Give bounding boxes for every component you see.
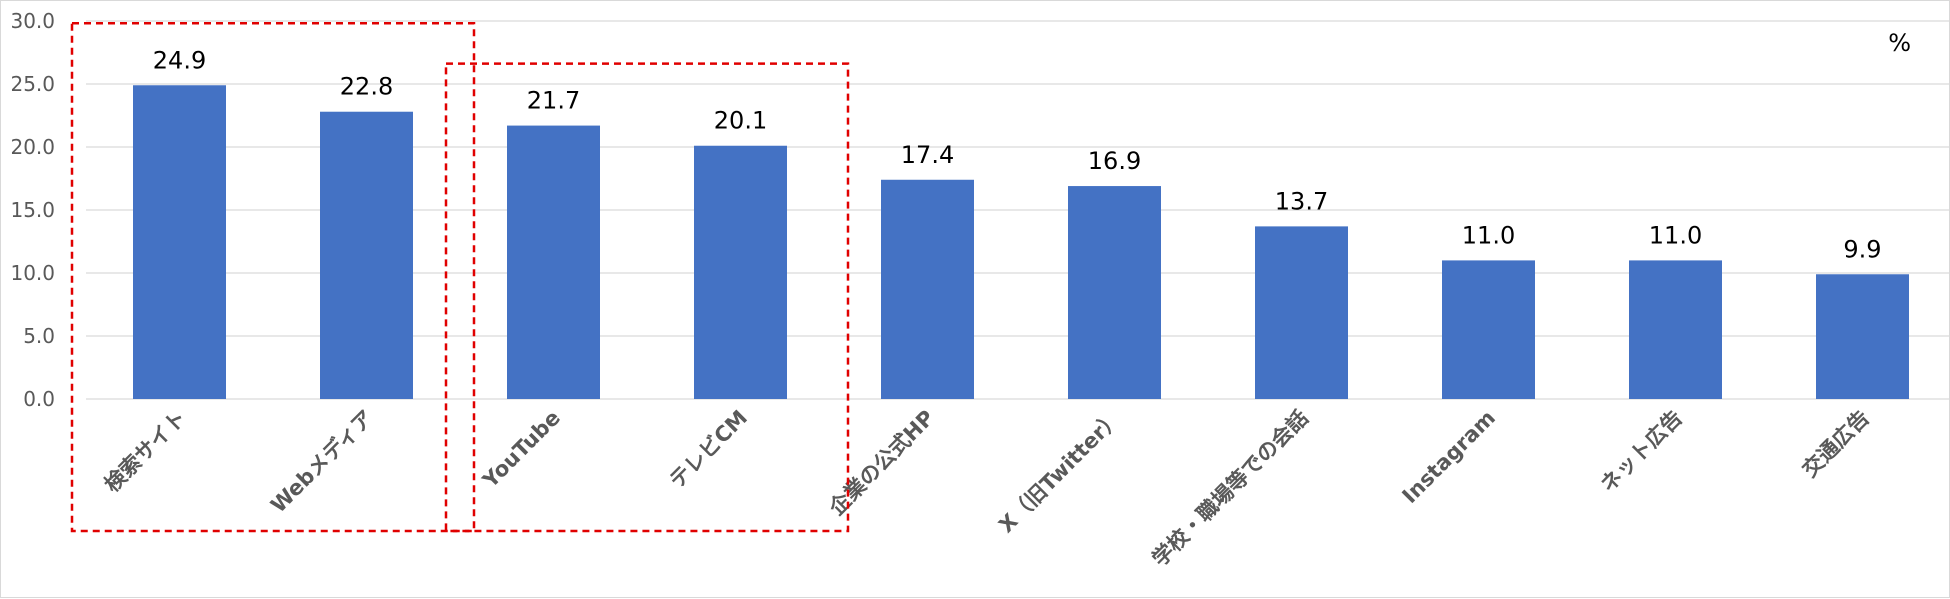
category-label: 交通広告: [1798, 406, 1874, 482]
data-label: 16.9: [1088, 147, 1141, 175]
data-label: 11.0: [1649, 221, 1702, 249]
category-label: Instagram: [1398, 406, 1500, 508]
highlight-boxes: [70, 22, 850, 533]
bar: [1068, 186, 1161, 399]
y-tick-label: 0.0: [23, 387, 55, 411]
data-label: 22.8: [340, 73, 393, 101]
data-label: 11.0: [1462, 221, 1515, 249]
y-tick-label: 10.0: [10, 261, 55, 285]
y-tick-label: 5.0: [23, 324, 55, 348]
data-label: 17.4: [901, 141, 954, 169]
category-label: 検索サイト: [100, 406, 191, 497]
data-label: 21.7: [527, 87, 580, 115]
y-axis-tick-labels: 0.0 5.0 10.0 15.0 20.0 25.0 30.0: [10, 9, 55, 411]
category-label: X（旧Twitter）: [994, 406, 1126, 538]
data-label: 20.1: [714, 107, 767, 135]
bar: [1442, 260, 1535, 399]
bar: [1629, 260, 1722, 399]
data-label: 9.9: [1843, 235, 1881, 263]
bar: [507, 125, 600, 399]
data-label: 13.7: [1275, 187, 1328, 215]
y-tick-label: 20.0: [10, 135, 55, 159]
bar: [881, 179, 974, 399]
y-tick-label: 15.0: [10, 198, 55, 222]
bars: [133, 85, 1909, 399]
y-tick-label: 30.0: [10, 9, 55, 33]
bar: [1255, 226, 1348, 399]
bar: [133, 85, 226, 399]
category-label: Webメディア: [266, 406, 378, 518]
data-labels: 24.9 22.8 21.7 20.1 17.4 16.9 13.7 11.0 11.0 9.9: [153, 46, 1882, 263]
category-labels: 検索サイト Webメディア YouTube テレビCM 企業の公式HP X（旧Twitte…: [100, 406, 1874, 571]
unit-label: %: [1888, 29, 1911, 57]
category-label: YouTube: [477, 406, 565, 494]
category-label: テレビCM: [665, 406, 752, 493]
highlight-box: [444, 62, 850, 533]
highlight-box: [70, 22, 476, 533]
y-tick-label: 25.0: [10, 72, 55, 96]
bar: [1816, 274, 1909, 399]
category-label: ネット広告: [1596, 406, 1687, 497]
data-label: 24.9: [153, 46, 206, 74]
category-label: 学校・職場等での会話: [1148, 406, 1313, 571]
bar: [694, 145, 787, 399]
bar: [320, 111, 413, 399]
category-label: 企業の公式HP: [824, 406, 939, 521]
